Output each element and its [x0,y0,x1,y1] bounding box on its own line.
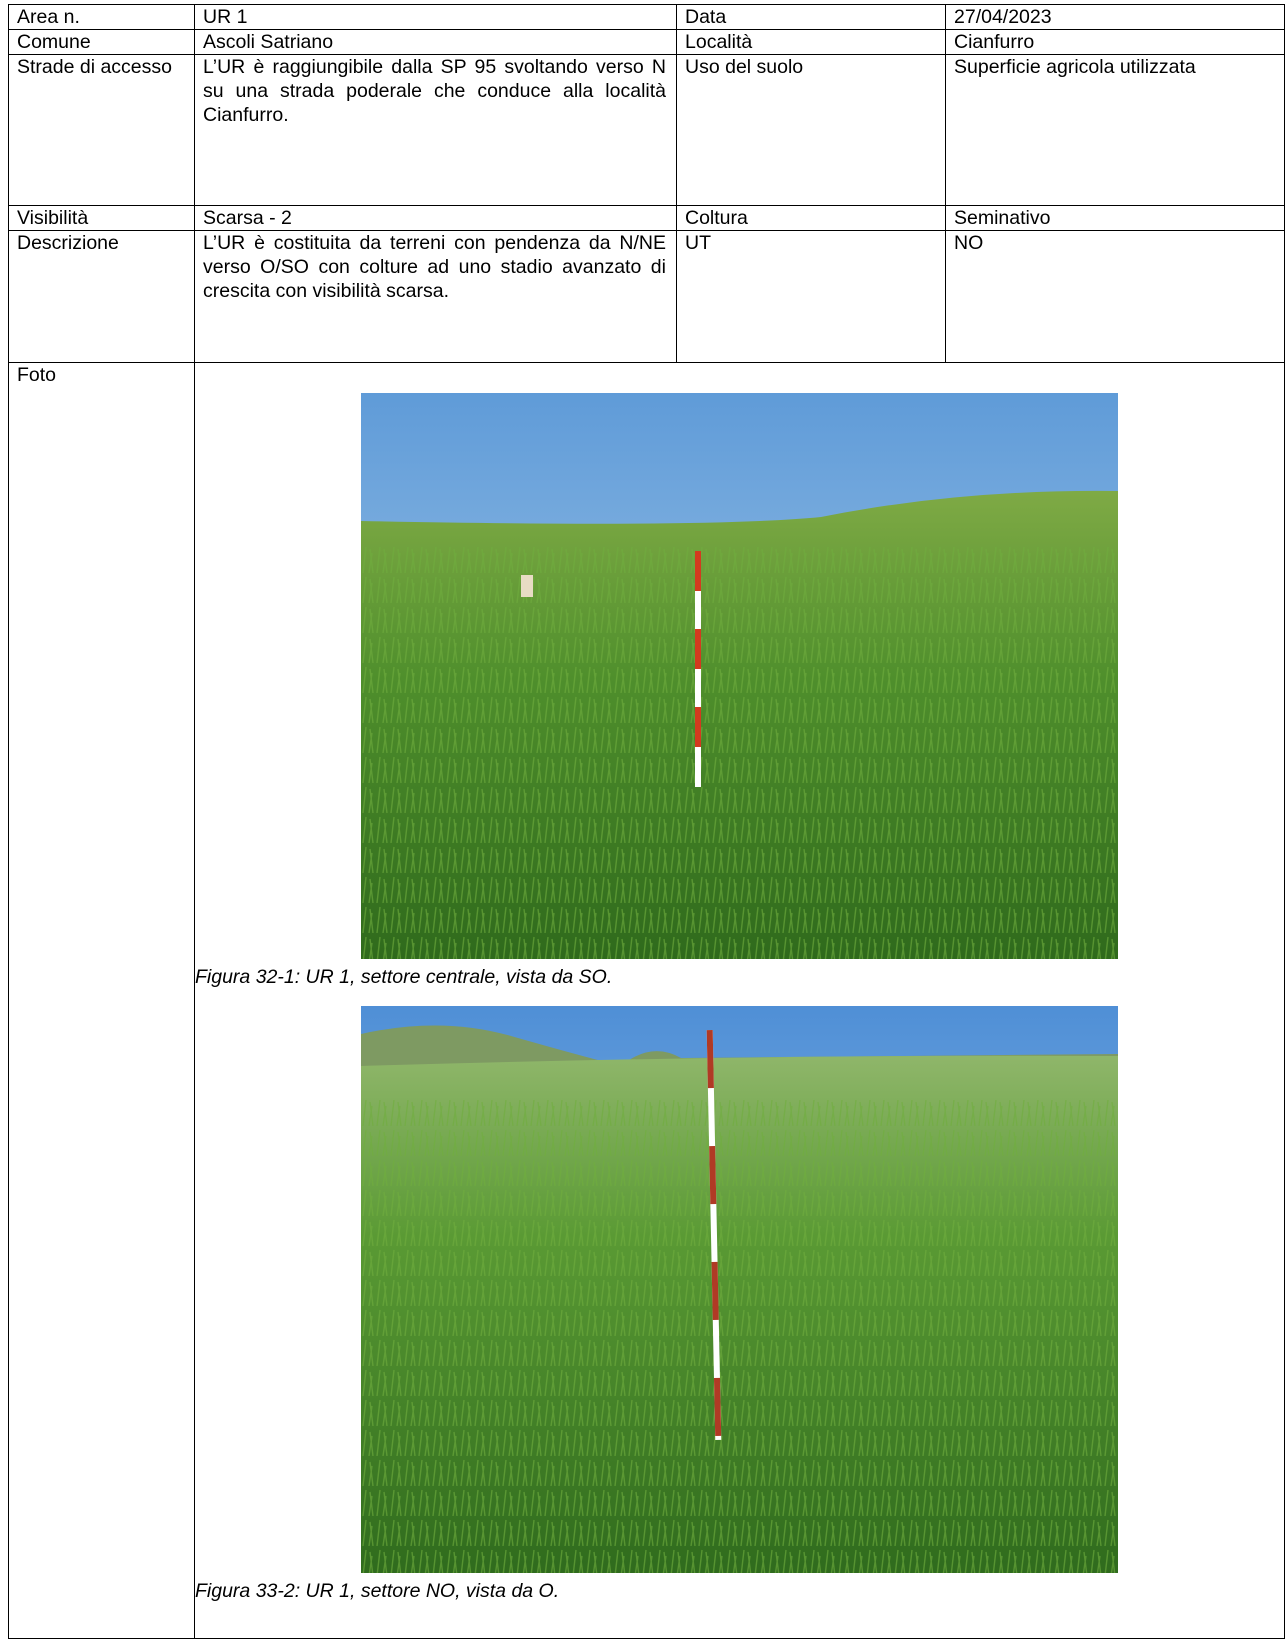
row: Foto Figura 32-1: UR 1, settore centrale… [8,362,1285,1639]
row: Descrizione L’UR è costituita da terreni … [8,230,1285,363]
figure-caption: Figura 32-1: UR 1, settore centrale, vis… [195,966,613,988]
cell: Descrizione [8,230,195,363]
row: Visibilità Scarsa - 2 Coltura Seminativo [8,205,1285,231]
photo [361,1006,1118,1573]
cell: L’UR è costituita da terreni con pendenz… [194,230,677,363]
cell: Foto [8,362,195,1639]
ranging-pole [706,1029,722,1441]
row: Comune Ascoli Satriano Località Cianfurro [8,29,1285,55]
cell: Strade di accesso [8,54,195,206]
photo-cell: Figura 32-1: UR 1, settore centrale, vis… [194,362,1285,1639]
cell: Uso del suolo [676,54,946,206]
row: Strade di accesso L’UR è raggiungibile da… [8,54,1285,206]
cell: Area n. [8,4,195,30]
photo [361,393,1118,959]
cell: L’UR è raggiungibile dalla SP 95 svoltan… [194,54,677,206]
cell: Coltura [676,205,946,231]
cell: Località [676,29,946,55]
cell: Comune [8,29,195,55]
row: Area n. UR 1 Data 27/04/2023 [8,4,1285,30]
cell: UR 1 [194,4,677,30]
cell: Visibilità [8,205,195,231]
cell: UT [676,230,946,363]
cell: NO [945,230,1285,363]
cell: 27/04/2023 [945,4,1285,30]
cell: Seminativo [945,205,1285,231]
cell: Superficie agricola utilizzata [945,54,1285,206]
survey-table: Area n. UR 1 Data 27/04/2023 Comune Ascoli S… [8,4,1285,1639]
cell: Scarsa - 2 [194,205,677,231]
figure-caption: Figura 33-2: UR 1, settore NO, vista da … [195,1580,560,1602]
cell: Cianfurro [945,29,1285,55]
cell: Ascoli Satriano [194,29,677,55]
cell: Data [676,4,946,30]
ranging-pole [695,551,701,787]
